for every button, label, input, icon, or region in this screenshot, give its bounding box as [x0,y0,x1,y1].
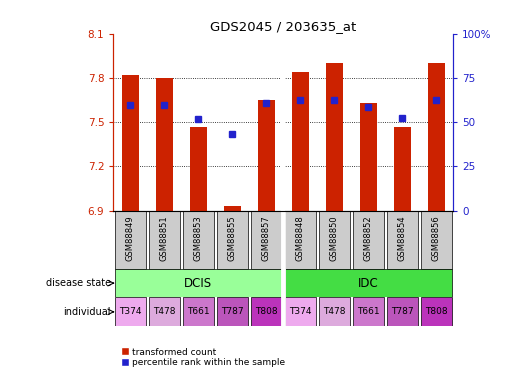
Text: GSM88855: GSM88855 [228,215,237,261]
Text: IDC: IDC [358,277,379,290]
Text: T661: T661 [357,308,380,316]
Bar [258,100,275,211]
Text: T787: T787 [391,308,414,316]
Text: GSM88849: GSM88849 [126,215,135,261]
Bar [325,63,343,211]
Text: GSM88851: GSM88851 [160,215,169,261]
Bar [115,211,146,269]
Text: T808: T808 [255,308,278,316]
Text: GSM88852: GSM88852 [364,215,373,261]
Bar [122,75,139,211]
Legend: transformed count, percentile rank within the sample: transformed count, percentile rank withi… [118,344,289,370]
Bar [183,297,214,326]
Bar [183,211,214,269]
Bar [251,297,282,326]
Bar [421,211,452,269]
Bar [285,297,316,326]
Bar [115,297,146,326]
Bar [115,269,282,297]
Title: GDS2045 / 203635_at: GDS2045 / 203635_at [210,20,356,33]
Bar [291,72,309,211]
Bar [359,103,376,211]
Bar [319,211,350,269]
Text: T787: T787 [221,308,244,316]
Bar [319,297,350,326]
Bar [421,297,452,326]
Text: T478: T478 [153,308,176,316]
Text: T374: T374 [119,308,142,316]
Text: T374: T374 [289,308,312,316]
Bar [387,211,418,269]
Text: T661: T661 [187,308,210,316]
Text: DCIS: DCIS [184,277,212,290]
Text: disease state: disease state [46,278,111,288]
Text: GSM88857: GSM88857 [262,215,271,261]
Bar [353,297,384,326]
Text: GSM88854: GSM88854 [398,215,407,261]
Bar [251,211,282,269]
Text: T808: T808 [425,308,448,316]
Text: GSM88850: GSM88850 [330,215,339,261]
Bar [217,297,248,326]
Bar [285,211,316,269]
Bar [149,211,180,269]
Text: GSM88848: GSM88848 [296,215,305,261]
Bar [427,63,444,211]
Bar [387,297,418,326]
Bar [393,127,410,211]
Bar [217,211,248,269]
Bar [149,297,180,326]
Bar [353,211,384,269]
Text: individual: individual [63,307,111,317]
Bar [190,127,207,211]
Text: T478: T478 [323,308,346,316]
Bar [224,206,241,211]
Bar [285,269,452,297]
Bar [156,78,173,211]
Text: GSM88856: GSM88856 [432,215,441,261]
Text: GSM88853: GSM88853 [194,215,203,261]
